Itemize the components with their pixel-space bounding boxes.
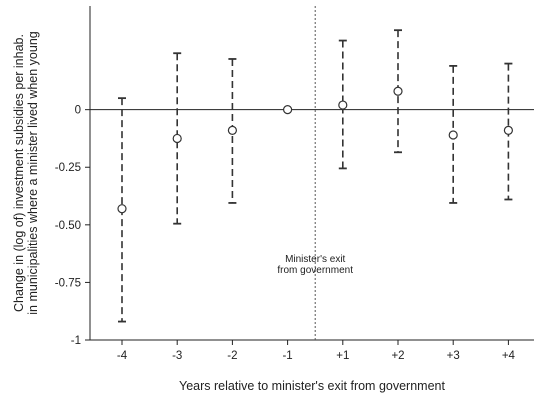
x-tick-label: -3 — [172, 350, 182, 362]
x-tick-label: +1 — [336, 350, 349, 362]
estimate-marker — [283, 105, 293, 115]
annotation-line-2: from government — [277, 265, 353, 276]
x-tick-label: +4 — [502, 350, 516, 362]
point-estimates — [117, 86, 513, 214]
y-axis-title-line-1: Change in (log of) investment subsidies … — [12, 34, 26, 312]
x-tick-label: -1 — [282, 350, 292, 362]
estimate-marker — [117, 204, 127, 214]
annotation-line-1: Minister's exit — [285, 254, 345, 265]
y-tick-label: -0.75 — [55, 277, 81, 289]
tick-labels: -1 -0.75 -0.50 -0.25 0 -4 -3 -2 -1 +1 +2 +3 +4 — [55, 105, 516, 362]
y-tick-label: -0.50 — [55, 220, 81, 232]
y-axis-title-line-2: in municipalities where a minister lived… — [26, 31, 40, 315]
axes-layer — [85, 6, 534, 345]
x-tick-label: -4 — [117, 350, 128, 362]
estimate-marker — [503, 125, 513, 135]
estimate-marker — [227, 125, 237, 135]
x-tick-label: -2 — [227, 350, 237, 362]
estimate-marker — [448, 130, 458, 140]
y-tick-label: 0 — [75, 105, 81, 117]
x-tick-label: +3 — [447, 350, 460, 362]
y-tick-label: -1 — [71, 335, 81, 347]
estimate-marker — [338, 100, 348, 110]
reference-lines — [90, 6, 534, 340]
estimate-marker — [172, 133, 182, 144]
x-tick-label: +2 — [391, 350, 404, 362]
x-axis-title: Years relative to minister's exit from g… — [179, 379, 445, 393]
estimate-marker — [393, 86, 403, 96]
y-tick-label: -0.25 — [55, 162, 81, 174]
